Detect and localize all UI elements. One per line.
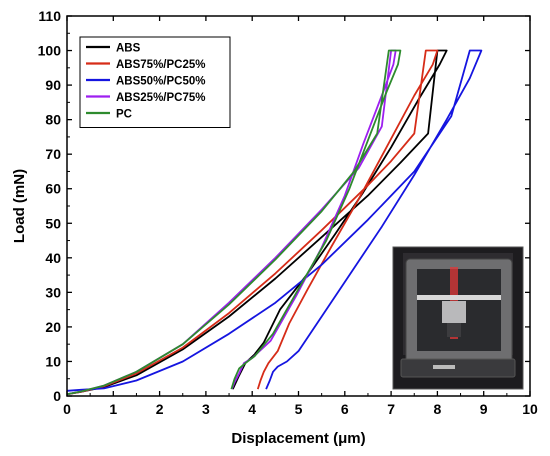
y-tick-label: 110 xyxy=(38,8,61,24)
x-tick-label: 9 xyxy=(480,401,488,417)
series-line-abs75-pc25- xyxy=(66,49,439,396)
x-tick-label: 4 xyxy=(248,401,256,417)
x-tick-label: 8 xyxy=(434,401,442,417)
y-tick-label: 90 xyxy=(45,77,61,93)
y-tick-label: 0 xyxy=(53,388,61,404)
series-line-abs xyxy=(66,49,448,396)
x-tick-label: 10 xyxy=(522,401,538,417)
x-tick-label: 2 xyxy=(156,401,164,417)
y-tick-label: 10 xyxy=(45,353,61,369)
indenter-head xyxy=(442,301,466,323)
sample-stage xyxy=(447,323,461,337)
instrument-base xyxy=(400,358,516,378)
axes: 0 1 2 3 4 5 6 7 8 9 100102030405060708090100110Dis… xyxy=(11,8,538,447)
x-tick-label: 7 xyxy=(387,401,395,417)
instrument-badge xyxy=(433,365,455,369)
legend-label: ABS25%/PC75% xyxy=(116,92,205,104)
x-tick-label: 3 xyxy=(202,401,210,417)
x-tick-label: 5 xyxy=(295,401,303,417)
inset-border xyxy=(392,246,524,390)
y-tick-label: 60 xyxy=(45,181,61,197)
x-tick-label: 1 xyxy=(109,401,117,417)
x-axis-title: Displacement (μm) xyxy=(231,430,365,447)
legend-label: ABS xyxy=(116,43,141,55)
series-line-pc xyxy=(66,49,402,396)
y-tick-label: 20 xyxy=(45,319,61,335)
y-tick-label: 80 xyxy=(45,112,61,128)
y-tick-label: 50 xyxy=(45,215,61,231)
inset-photo xyxy=(392,246,524,390)
x-tick-label: 6 xyxy=(341,401,349,417)
instrument-crossbar xyxy=(417,295,501,300)
y-tick-label: 30 xyxy=(45,284,61,300)
legend-label: ABS75%/PC25% xyxy=(116,59,205,71)
series-layer xyxy=(66,49,483,396)
legend-label: PC xyxy=(116,109,132,121)
y-tick-label: 100 xyxy=(38,43,62,59)
series-line-abs50-pc50- xyxy=(66,49,483,392)
legend: ABS ABS75%/PC25% ABS50%/PC50% ABS25%/PC75% P… xyxy=(79,36,231,128)
y-tick-label: 70 xyxy=(45,146,61,162)
y-tick-label: 40 xyxy=(45,250,61,266)
legend-label: ABS50%/PC50% xyxy=(116,76,205,88)
x-tick-label: 0 xyxy=(63,401,71,417)
y-axis-title: Load (mN) xyxy=(11,169,28,243)
